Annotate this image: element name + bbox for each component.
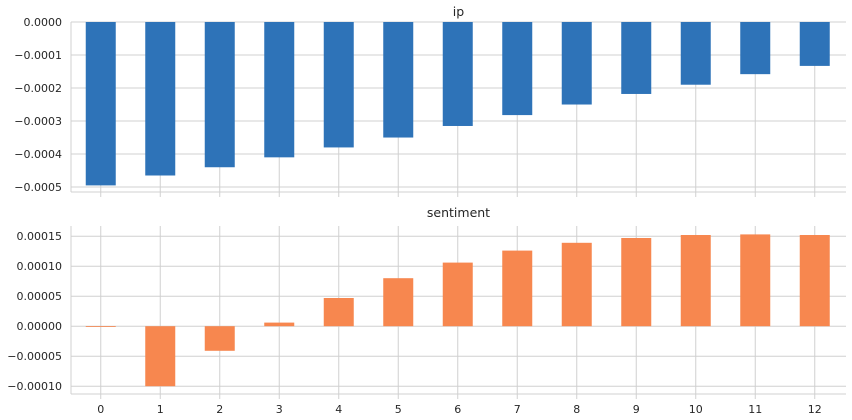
bar-sentiment-12 — [799, 235, 830, 327]
bar-ip-8 — [561, 22, 592, 105]
bar-sentiment-7 — [502, 250, 533, 327]
x-tick-label: 4 — [335, 403, 342, 416]
x-tick-label: 9 — [633, 403, 640, 416]
bar-sentiment-8 — [561, 242, 592, 327]
panel-title: sentiment — [427, 205, 490, 220]
y-tick-label: −0.00005 — [7, 350, 62, 363]
y-tick-label: −0.0005 — [14, 181, 62, 194]
ip-panel: 0.0000 −0.0001 −0.0002 −0.0003 −0.0004 −0.000… — [14, 4, 846, 197]
x-tick-label: 1 — [157, 403, 164, 416]
x-tick-label: 6 — [454, 403, 461, 416]
bar-sentiment-9 — [621, 238, 652, 327]
bar-sentiment-3 — [264, 322, 295, 327]
y-tick-label: −0.00010 — [7, 380, 62, 393]
bar-sentiment-5 — [383, 278, 414, 327]
y-tick-label: 0.00005 — [17, 290, 63, 303]
bar-sentiment-6 — [442, 262, 473, 327]
x-tick-label: 10 — [689, 403, 703, 416]
y-tick-label: 0.00015 — [17, 230, 63, 243]
bar-ip-3 — [264, 22, 295, 158]
bar-sentiment-1 — [145, 326, 176, 387]
bar-sentiment-11 — [740, 234, 771, 327]
x-tick-label: 12 — [808, 403, 822, 416]
x-tick-label: 2 — [216, 403, 223, 416]
bar-sentiment-0 — [85, 326, 116, 327]
y-tick-label: 0.00010 — [17, 260, 63, 273]
y-tick-label: −0.0004 — [14, 148, 62, 161]
bar-ip-1 — [145, 22, 176, 176]
bar-ip-10 — [680, 22, 711, 85]
y-tick-label: −0.0003 — [14, 115, 62, 128]
y-tick-label: 0.0000 — [24, 16, 63, 29]
y-tick-label: −0.0002 — [14, 82, 62, 95]
bar-sentiment-10 — [680, 235, 711, 327]
bar-ip-0 — [85, 22, 116, 186]
x-tick-label: 5 — [395, 403, 402, 416]
sentiment-panel: 0.00015 0.00010 0.00005 0.00000 −0.00005 −0.0… — [7, 205, 846, 416]
bar-sentiment-4 — [323, 298, 354, 327]
x-tick-label: 0 — [97, 403, 104, 416]
bar-ip-12 — [799, 22, 830, 66]
panel-title: ip — [453, 4, 464, 19]
bar-sentiment-2 — [204, 326, 235, 351]
x-tick-label: 7 — [514, 403, 521, 416]
bar-ip-6 — [442, 22, 473, 126]
x-tick-label: 8 — [573, 403, 580, 416]
bar-ip-9 — [621, 22, 652, 94]
bar-ip-11 — [740, 22, 771, 75]
x-tick-label: 3 — [276, 403, 283, 416]
y-tick-label: 0.00000 — [17, 320, 63, 333]
x-tick-label: 11 — [748, 403, 762, 416]
bar-ip-4 — [323, 22, 354, 148]
bar-ip-5 — [383, 22, 414, 138]
y-tick-label: −0.0001 — [14, 49, 62, 62]
bar-ip-7 — [502, 22, 533, 116]
bar-ip-2 — [204, 22, 235, 168]
